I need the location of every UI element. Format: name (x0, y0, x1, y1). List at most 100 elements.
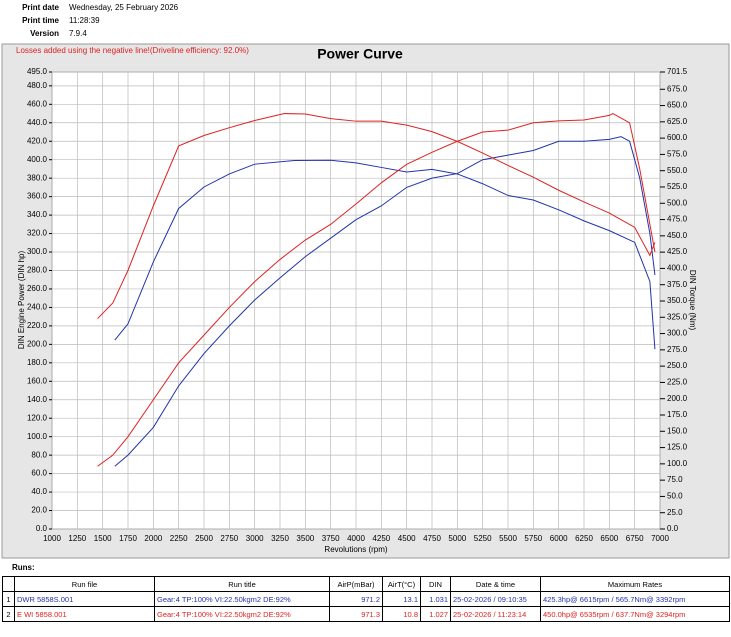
y2-tick-label: 325.0 (667, 312, 688, 321)
y2-tick-label: 375.0 (667, 280, 688, 289)
cell: 450.0hp@ 6535rpm / 637.7Nm@ 3294rpm (540, 606, 730, 622)
y2-tick-label: 350.0 (667, 296, 688, 305)
y2-tick-label: 150.0 (667, 426, 688, 435)
y-tick-label: 20.0 (31, 506, 47, 515)
x-tick-label: 2750 (220, 534, 238, 543)
info-value: 11:28:39 (69, 16, 100, 25)
column-header (2, 576, 15, 592)
x-tick-label: 4750 (423, 534, 441, 543)
x-tick-label: 4250 (372, 534, 390, 543)
x-axis-label: Revolutions (rpm) (324, 545, 387, 554)
column-header: Run title (154, 576, 330, 592)
column-header: Maximum Rates (540, 576, 730, 592)
y2-tick-label: 400.0 (667, 264, 688, 273)
y2-tick-label: 0.0 (667, 524, 679, 533)
column-header: Date & time (450, 576, 541, 592)
y-tick-label: 0.0 (36, 524, 48, 533)
y-tick-label: 60.0 (31, 469, 47, 478)
y-tick-label: 80.0 (31, 450, 47, 459)
column-header: AirT(°C) (382, 576, 421, 592)
curve (97, 112, 656, 467)
print-info: Print date Wednesday, 25 February 2026 Pri… (0, 0, 186, 41)
y-tick-label: 380.0 (27, 173, 48, 182)
x-tick-label: 3250 (271, 534, 289, 543)
x-tick-label: 5000 (448, 534, 466, 543)
chart-title: Power Curve (317, 46, 403, 62)
y2-tick-label: 625.0 (667, 117, 688, 126)
cell: 25-02-2026 / 09:10:35 (450, 591, 541, 607)
cell: 2 (2, 606, 15, 622)
y2-tick-label: 125.0 (667, 443, 688, 452)
info-value: Wednesday, 25 February 2026 (69, 3, 179, 12)
x-tick-label: 4500 (398, 534, 416, 543)
x-tick-label: 6750 (626, 534, 644, 543)
x-tick-label: 1500 (94, 534, 112, 543)
y2-tick-label: 75.0 (667, 475, 683, 484)
x-tick-label: 7000 (651, 534, 669, 543)
cell: 1.031 (420, 591, 451, 607)
y-tick-label: 120.0 (27, 413, 48, 422)
curve (114, 136, 656, 467)
y2-tick-label: 50.0 (667, 492, 683, 501)
info-value: 7.9.4 (69, 29, 87, 38)
y-tick-label: 260.0 (27, 284, 48, 293)
column-header: Run file (14, 576, 155, 592)
curve (97, 113, 656, 319)
y-tick-label: 100.0 (27, 432, 48, 441)
x-tick-label: 1000 (43, 534, 61, 543)
y-tick-label: 300.0 (27, 247, 48, 256)
y2-tick-label: 525.0 (667, 182, 688, 191)
y-tick-label: 220.0 (27, 321, 48, 330)
y-tick-label: 280.0 (27, 266, 48, 275)
y2-tick-label: 475.0 (667, 215, 688, 224)
x-tick-label: 4000 (347, 534, 365, 543)
x-tick-label: 6500 (600, 534, 618, 543)
info-row: Print date Wednesday, 25 February 2026 (2, 2, 184, 13)
note: Losses added using the negative line!(Dr… (16, 46, 249, 55)
info-row: Print time 11:28:39 (2, 15, 184, 26)
y2-tick-label: 650.0 (667, 101, 688, 110)
y2-tick-label: 600.0 (667, 133, 688, 142)
x-tick-label: 3500 (296, 534, 314, 543)
y-tick-label: 420.0 (27, 136, 48, 145)
y2-tick-label: 575.0 (667, 150, 688, 159)
y2-tick-label: 675.0 (667, 84, 688, 93)
runs-title: Runs: (12, 563, 35, 572)
cell: 1.027 (420, 606, 451, 622)
cell: Gear:4 TP:100% VI:22.50kgm2 DE:92% (154, 606, 330, 622)
y2-tick-label: 200.0 (667, 394, 688, 403)
x-tick-label: 5750 (524, 534, 542, 543)
info-label: Print date (22, 3, 59, 12)
y-tick-label: 140.0 (27, 395, 48, 404)
x-tick-label: 5250 (474, 534, 492, 543)
y2-tick-label: 225.0 (667, 378, 688, 387)
info-row: Version 7.9.4 (2, 28, 184, 39)
y2-tick-label: 275.0 (667, 345, 688, 354)
x-tick-label: 2500 (195, 534, 213, 543)
y2-tick-label: 250.0 (667, 361, 688, 370)
y2-tick-label: 450.0 (667, 231, 688, 240)
y-tick-label: 160.0 (27, 376, 48, 385)
y-tick-label: 320.0 (27, 229, 48, 238)
y-tick-label: 240.0 (27, 303, 48, 312)
x-tick-label: 3750 (322, 534, 340, 543)
y2-tick-label: 425.0 (667, 247, 688, 256)
y2-tick-label: 175.0 (667, 410, 688, 419)
cell: 10.8 (382, 606, 421, 622)
cell: 425.3hp@ 6615rpm / 565.7Nm@ 3392rpm (540, 591, 730, 607)
cell: Gear:4 TP:100% VI:22.50kgm2 DE:92% (154, 591, 330, 607)
cell: 13.1 (382, 591, 421, 607)
y2-tick-label: 500.0 (667, 198, 688, 207)
y2-tick-label: 25.0 (667, 508, 683, 517)
run-row: 1 DWR 5858S.001 Gear:4 TP:100% VI:22.50kgm… (2, 591, 730, 607)
column-header: DIN (420, 576, 451, 592)
cell: 971.3 (329, 606, 383, 622)
info-label: Version (30, 29, 59, 38)
cell: 1 (2, 591, 15, 607)
x-tick-label: 6250 (575, 534, 593, 543)
x-tick-label: 6000 (550, 534, 568, 543)
x-tick-label: 3000 (246, 534, 264, 543)
x-tick-label: 2250 (170, 534, 188, 543)
